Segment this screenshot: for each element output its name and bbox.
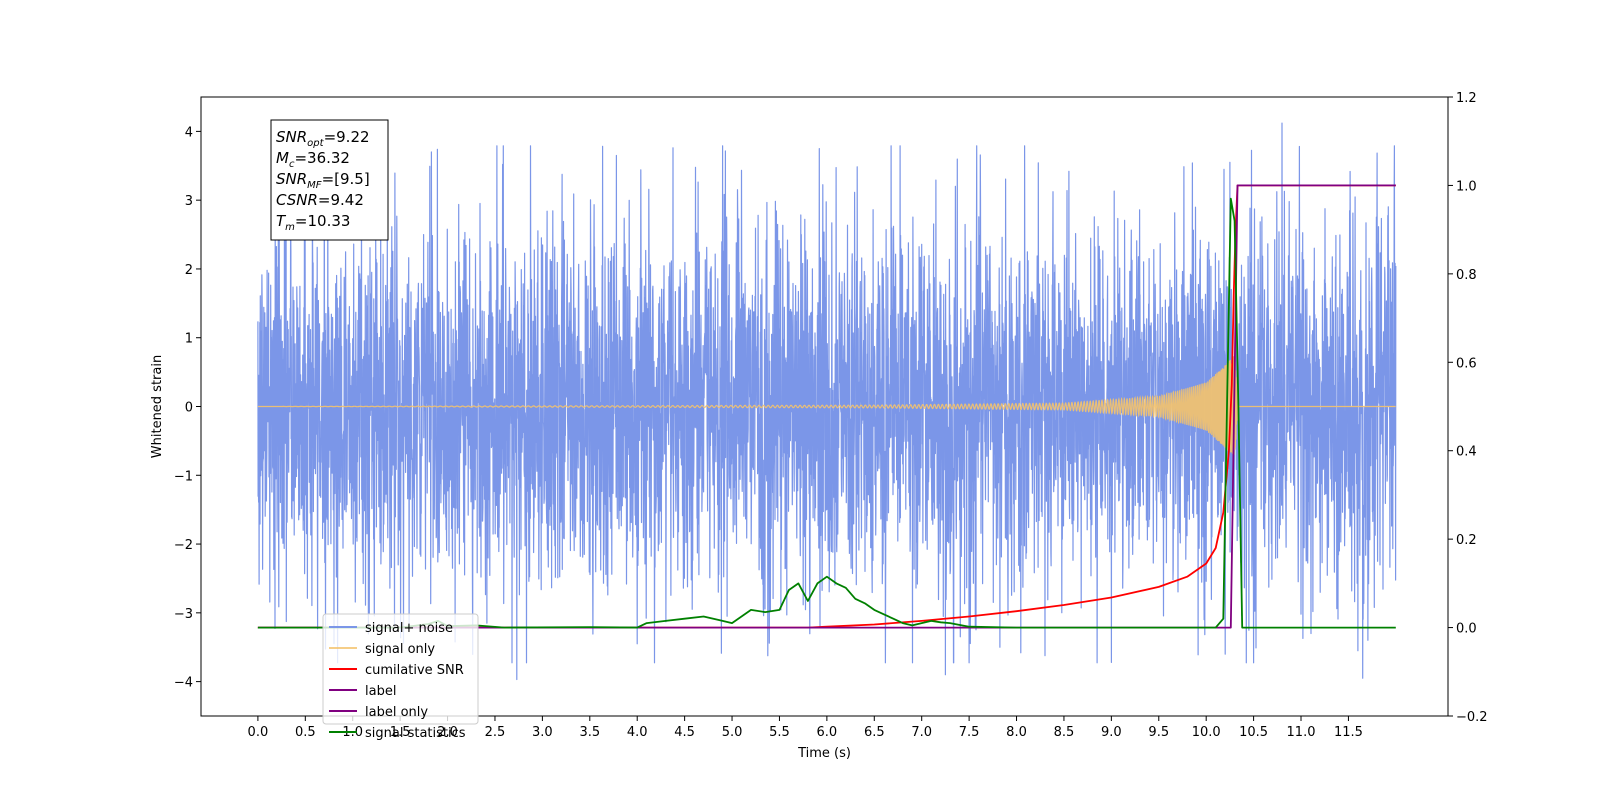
x-tick-label: 9.0 (1101, 725, 1122, 740)
series-signal-noise (257, 122, 1397, 681)
x-tick-label: 4.0 (627, 725, 648, 740)
stats-value: =9.22 (324, 128, 370, 146)
series-label (257, 184, 1396, 629)
legend-entry: label only (365, 705, 428, 720)
x-tick-label: 7.5 (959, 725, 980, 740)
x-tick-label: 10.5 (1239, 725, 1268, 740)
series-signal-only (257, 356, 1396, 455)
x-tick-label: 11.5 (1334, 725, 1363, 740)
x-tick-label: 1.5 (390, 725, 411, 740)
x-axis-title: Time (s) (797, 746, 851, 761)
series-layer (257, 122, 1397, 681)
x-tick-label: 10.0 (1192, 725, 1221, 740)
y2-tick-label: −0.2 (1456, 710, 1488, 725)
x-tick-label: 5.5 (769, 725, 790, 740)
legend-entry: cumilative SNR (365, 663, 464, 678)
x-tick-label: 0.5 (295, 725, 316, 740)
y-tick-label: 2 (185, 263, 193, 278)
stats-line: SNRMF=[9.5] (276, 170, 370, 191)
stats-subscript: opt (307, 138, 324, 149)
y2-tick-label: 0.8 (1456, 268, 1477, 283)
y2-tick-label: 0.0 (1456, 622, 1477, 637)
stats-symbol: SNR (276, 128, 307, 146)
x-tick-label: 9.5 (1148, 725, 1169, 740)
stats-value: =10.33 (295, 212, 351, 230)
x-tick-label: 2.5 (485, 725, 506, 740)
y2-tick-label: 0.4 (1456, 445, 1477, 460)
stats-line: Tm=10.33 (276, 212, 350, 233)
x-tick-label: 2.0 (437, 725, 458, 740)
y2-tick-label: 1.0 (1456, 179, 1477, 194)
series-cumulative-snr (257, 184, 1396, 629)
y2-tick-label: 1.2 (1456, 91, 1477, 106)
y-tick-label: −2 (174, 538, 193, 553)
y-tick-label: −4 (174, 676, 193, 691)
series-signal-statistics (257, 197, 1396, 629)
legend-entry: signal only (365, 642, 435, 657)
x-tick-label: 3.0 (532, 725, 553, 740)
stats-value: =9.42 (318, 191, 364, 209)
x-tick-label: 6.5 (864, 725, 885, 740)
y-tick-label: 3 (185, 194, 193, 209)
legend-entry: signal+ noise (365, 621, 453, 636)
stats-subscript: m (285, 222, 295, 233)
stats-subscript: MF (307, 180, 322, 191)
y-axis-right: 1.2 1.0 0.8 0.6 0.4 0.2 0.0 −0.2 (1448, 91, 1488, 725)
x-tick-label: 3.5 (579, 725, 600, 740)
stats-symbol: M (276, 149, 289, 167)
y2-tick-label: 0.6 (1456, 356, 1477, 371)
y-tick-label: 0 (185, 401, 193, 416)
x-tick-label: 0.0 (248, 725, 269, 740)
y-tick-label: −3 (174, 607, 193, 622)
legend-entry: signal statistics (365, 726, 466, 741)
x-tick-label: 7.0 (911, 725, 932, 740)
y2-tick-label: 0.2 (1456, 533, 1477, 548)
stats-box-frame (270, 119, 389, 241)
legend: signal+ noise signal only cumilative SNR la… (322, 613, 479, 741)
stats-line: Mc=36.32 (276, 149, 350, 170)
stats-value: =[9.5] (322, 170, 370, 188)
y-tick-label: 4 (185, 125, 193, 140)
legend-frame (322, 613, 479, 725)
x-tick-label: 8.5 (1054, 725, 1075, 740)
x-tick-label: 4.5 (674, 725, 695, 740)
stats-value: =36.32 (294, 149, 350, 167)
stats-subscript: c (289, 159, 295, 170)
y-axis-title: Whitened strain (150, 355, 165, 458)
y-tick-label: −1 (174, 469, 193, 484)
stats-line: CSNR=9.42 (276, 191, 364, 209)
x-tick-label: 6.0 (817, 725, 838, 740)
y-tick-label: 1 (185, 332, 193, 347)
y-axis-left: 4 3 2 1 0 −1 −2 −3 −4 (174, 125, 201, 691)
x-tick-label: 8.0 (1006, 725, 1027, 740)
stats-line: SNRopt=9.22 (276, 128, 370, 149)
legend-entry: label (365, 684, 396, 699)
x-tick-label: 11.0 (1287, 725, 1316, 740)
x-tick-label: 5.0 (722, 725, 743, 740)
stats-symbol: T (276, 212, 287, 230)
stats-symbol: CSNR (276, 191, 318, 209)
x-axis: 0.0 0.5 1.0 1.5 2.0 2.5 3.0 3.5 4.0 4.5 5.0 5.5 6.0 6… (248, 716, 1363, 740)
stats-symbol: SNR (276, 170, 307, 188)
stats-annotation-box: SNRopt=9.22Mc=36.32SNRMF=[9.5]CSNR=9.42T… (270, 119, 389, 241)
